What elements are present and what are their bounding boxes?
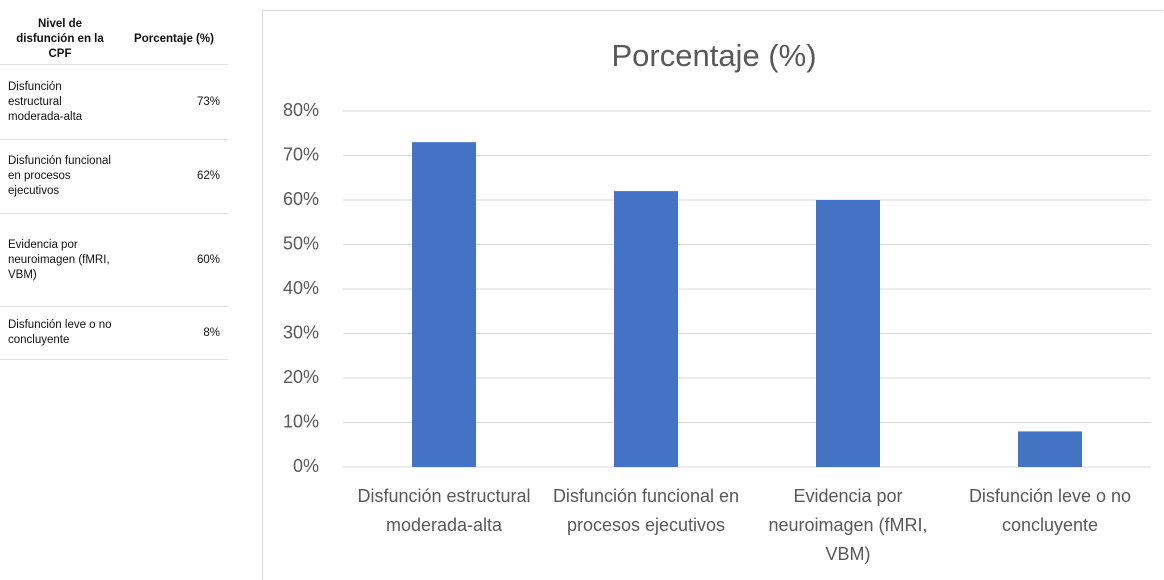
x-tick-label: Evidencia por neuroimagen (fMRI, VBM) <box>768 486 928 564</box>
y-tick-label: 80% <box>283 100 319 120</box>
chart-title: Porcentaje (%) <box>611 38 816 73</box>
x-tick-label: Disfunción leve o no concluyente <box>968 486 1132 535</box>
cell: Disfunción leve o no concluyente <box>0 306 120 360</box>
cell: Evidencia por neuroimagen (fMRI, VBM) <box>0 213 120 307</box>
y-tick-label: 40% <box>283 278 319 298</box>
y-tick-label: 50% <box>283 233 319 253</box>
row: Disfunción leve o no concluyente 8% <box>0 306 228 360</box>
row: Evidencia por neuroimagen (fMRI, VBM) 60% <box>0 213 228 307</box>
chart: Porcentaje (%) 0% 10% 20% 30% 40% 50% 60% 70% 80… <box>283 38 1151 476</box>
cell: Disfunción funcional en procesos ejecuti… <box>0 139 120 214</box>
y-tick-label: 30% <box>283 322 319 342</box>
cell: Disfunción estructural moderada-alta <box>0 64 120 140</box>
bar <box>816 200 880 467</box>
bar <box>614 191 678 467</box>
y-tick-label: 0% <box>293 456 319 476</box>
y-tick-label: 70% <box>283 144 319 164</box>
cell: 73% <box>120 64 228 140</box>
x-tick-label: Disfunción funcional en procesos ejecuti… <box>552 486 740 535</box>
x-tick-label: Disfunción estructural moderada-alta <box>357 486 531 535</box>
cell: 62% <box>120 139 228 214</box>
data-table: Nivel de disfunción en la CPF Porcentaje… <box>0 14 228 360</box>
bar <box>412 142 476 467</box>
chart-area: Porcentaje (%) 0% 10% 20% 30% 40% 50% 60% 70% 80… <box>262 10 1163 580</box>
row: Disfunción funcional en procesos ejecuti… <box>0 139 228 214</box>
y-tick-label: 20% <box>283 367 319 387</box>
row: Disfunción estructural moderada-alta 73% <box>0 64 228 140</box>
cell: 60% <box>120 213 228 307</box>
y-tick-label: 10% <box>283 411 319 431</box>
header-cell: Nivel de disfunción en la CPF <box>0 14 120 65</box>
y-tick-label: 60% <box>283 189 319 209</box>
bar <box>1018 431 1082 467</box>
header-cell: Porcentaje (%) <box>120 14 228 65</box>
cell: 8% <box>120 306 228 360</box>
header-row: Nivel de disfunción en la CPF Porcentaje… <box>0 14 228 65</box>
